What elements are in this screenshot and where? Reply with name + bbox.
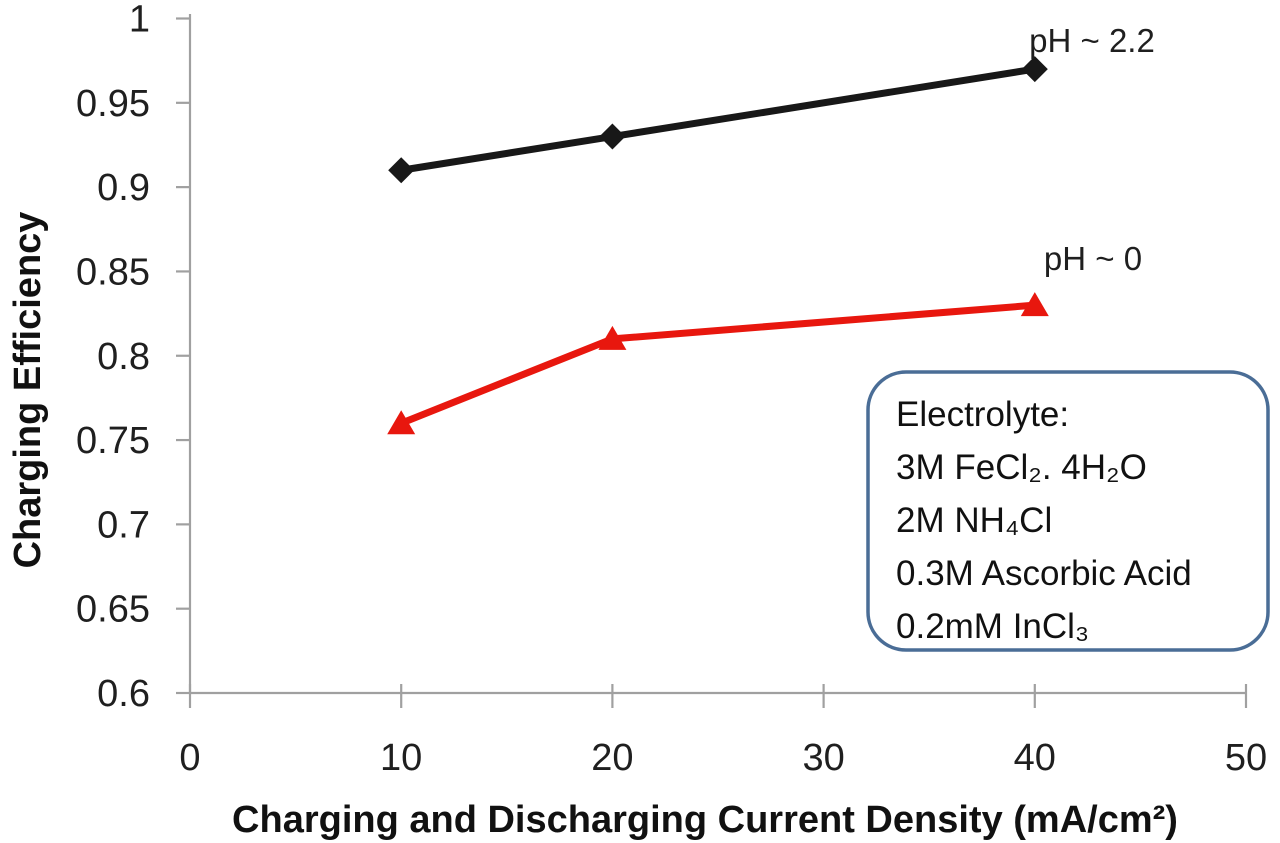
x-tick-label: 0	[179, 737, 200, 779]
x-axis-title: Charging and Discharging Current Density…	[232, 799, 1178, 841]
y-tick-label: 0.7	[97, 504, 150, 546]
y-tick-label: 1	[129, 0, 150, 41]
y-tick-label: 0.75	[76, 420, 150, 462]
x-tick-label: 30	[802, 737, 844, 779]
diamond-marker	[388, 157, 415, 184]
y-tick-label: 0.8	[97, 336, 150, 378]
annotation-line-ascorbic-acid: 0.3M Ascorbic Acid	[896, 554, 1192, 593]
y-tick-label: 0.95	[76, 83, 150, 125]
axes-group: 1 0.95 0.9 0.85 0.8 0.75 0.7 0.65 0.6 0 10 20 30 40 50	[76, 0, 1267, 779]
series-line-ph-2-2	[400, 65, 1036, 174]
y-tick-label: 0.9	[97, 167, 150, 209]
x-tick-label: 20	[591, 737, 633, 779]
diamond-marker	[1021, 56, 1048, 83]
annotation-line-electrolyte: Electrolyte:	[896, 395, 1069, 434]
triangle-marker	[387, 410, 416, 435]
annotation-line-incl3: 0.2mM InCl₃	[896, 607, 1089, 646]
x-tick-label: 40	[1014, 737, 1056, 779]
annotation-line-nh4cl: 2M NH₄Cl	[896, 501, 1052, 540]
y-tick-label: 0.65	[76, 589, 150, 631]
annotation-border-rect	[866, 370, 1270, 652]
diamond-marker	[599, 123, 626, 150]
x-tick-label: 50	[1225, 737, 1267, 779]
electrolyte-annotation-box: Electrolyte: 3M FeCl₂. 4H₂O 2M NH₄Cl 0.3…	[866, 370, 1270, 652]
annotation-line-fecl2: 3M FeCl₂. 4H₂O	[896, 448, 1147, 487]
series-label-ph-2-2: pH ~ 2.2	[1029, 22, 1155, 59]
y-tick-label: 0.6	[97, 673, 150, 715]
y-axis-title: Charging Efficiency	[7, 212, 49, 569]
y-tick-label: 0.85	[76, 251, 150, 293]
x-tick-label: 10	[380, 737, 422, 779]
series-group	[387, 56, 1049, 435]
triangle-marker	[598, 325, 627, 350]
series-label-ph-0: pH ~ 0	[1044, 240, 1142, 277]
triangle-marker	[1020, 292, 1049, 317]
